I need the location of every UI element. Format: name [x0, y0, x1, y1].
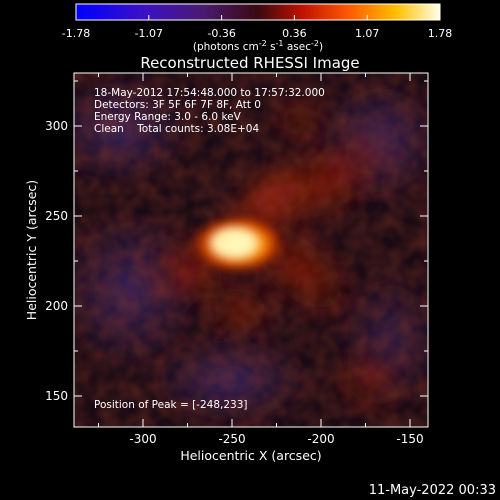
- rhessi-image: [74, 73, 428, 427]
- x-tick-label: -150: [396, 432, 423, 446]
- info-block: 18-May-2012 17:54:48.000 to 17:57:32.000…: [94, 87, 325, 135]
- x-tick-label: -200: [307, 432, 334, 446]
- peak-position-label: Position of Peak = [-248,233]: [94, 399, 248, 411]
- y-axis-label: Heliocentric Y (arcsec): [24, 180, 39, 320]
- info-time-range: 18-May-2012 17:54:48.000 to 17:57:32.000: [94, 87, 325, 99]
- info-energy-range: Energy Range: 3.0 - 6.0 keV: [94, 111, 242, 123]
- colorbar-gradient: [75, 3, 441, 21]
- plot-frame: [73, 72, 429, 428]
- y-tick-label: 200: [45, 299, 68, 313]
- colorbar-tick-label: 1.78: [428, 27, 453, 40]
- y-axis-ticks: 300 250 200 150: [45, 80, 428, 403]
- info-detectors: Detectors: 3F 5F 6F 7F 8F, Att 0: [94, 99, 261, 111]
- figure-title: Reconstructed RHESSI Image: [140, 54, 359, 72]
- y-tick-label: 300: [45, 119, 68, 133]
- x-axis-label: Heliocentric X (arcsec): [180, 448, 321, 463]
- colorbar-tick-label: -1.78: [62, 27, 90, 40]
- colorbar-tick-label: 1.07: [355, 27, 380, 40]
- colorbar-tick-label: 0.36: [282, 27, 307, 40]
- colorbar-unit-label: (photons cm-2 s-1 asec-2): [193, 39, 323, 53]
- x-tick-label: -300: [129, 432, 156, 446]
- info-clean-counts: Clean Total counts: 3.08E+04: [94, 123, 259, 135]
- colorbar-tick-label: -1.07: [135, 27, 163, 40]
- y-tick-label: 150: [45, 389, 68, 403]
- x-tick-label: -250: [218, 432, 245, 446]
- y-tick-label: 250: [45, 209, 68, 223]
- footer-timestamp: 11-May-2022 00:33: [369, 483, 496, 498]
- x-axis-ticks: -300 -250 -200 -150: [98, 73, 424, 446]
- colorbar: -1.78 -1.07 -0.36 0.36 1.07 1.78 (photons cm-…: [62, 3, 453, 53]
- colorbar-tick-label: -0.36: [207, 27, 235, 40]
